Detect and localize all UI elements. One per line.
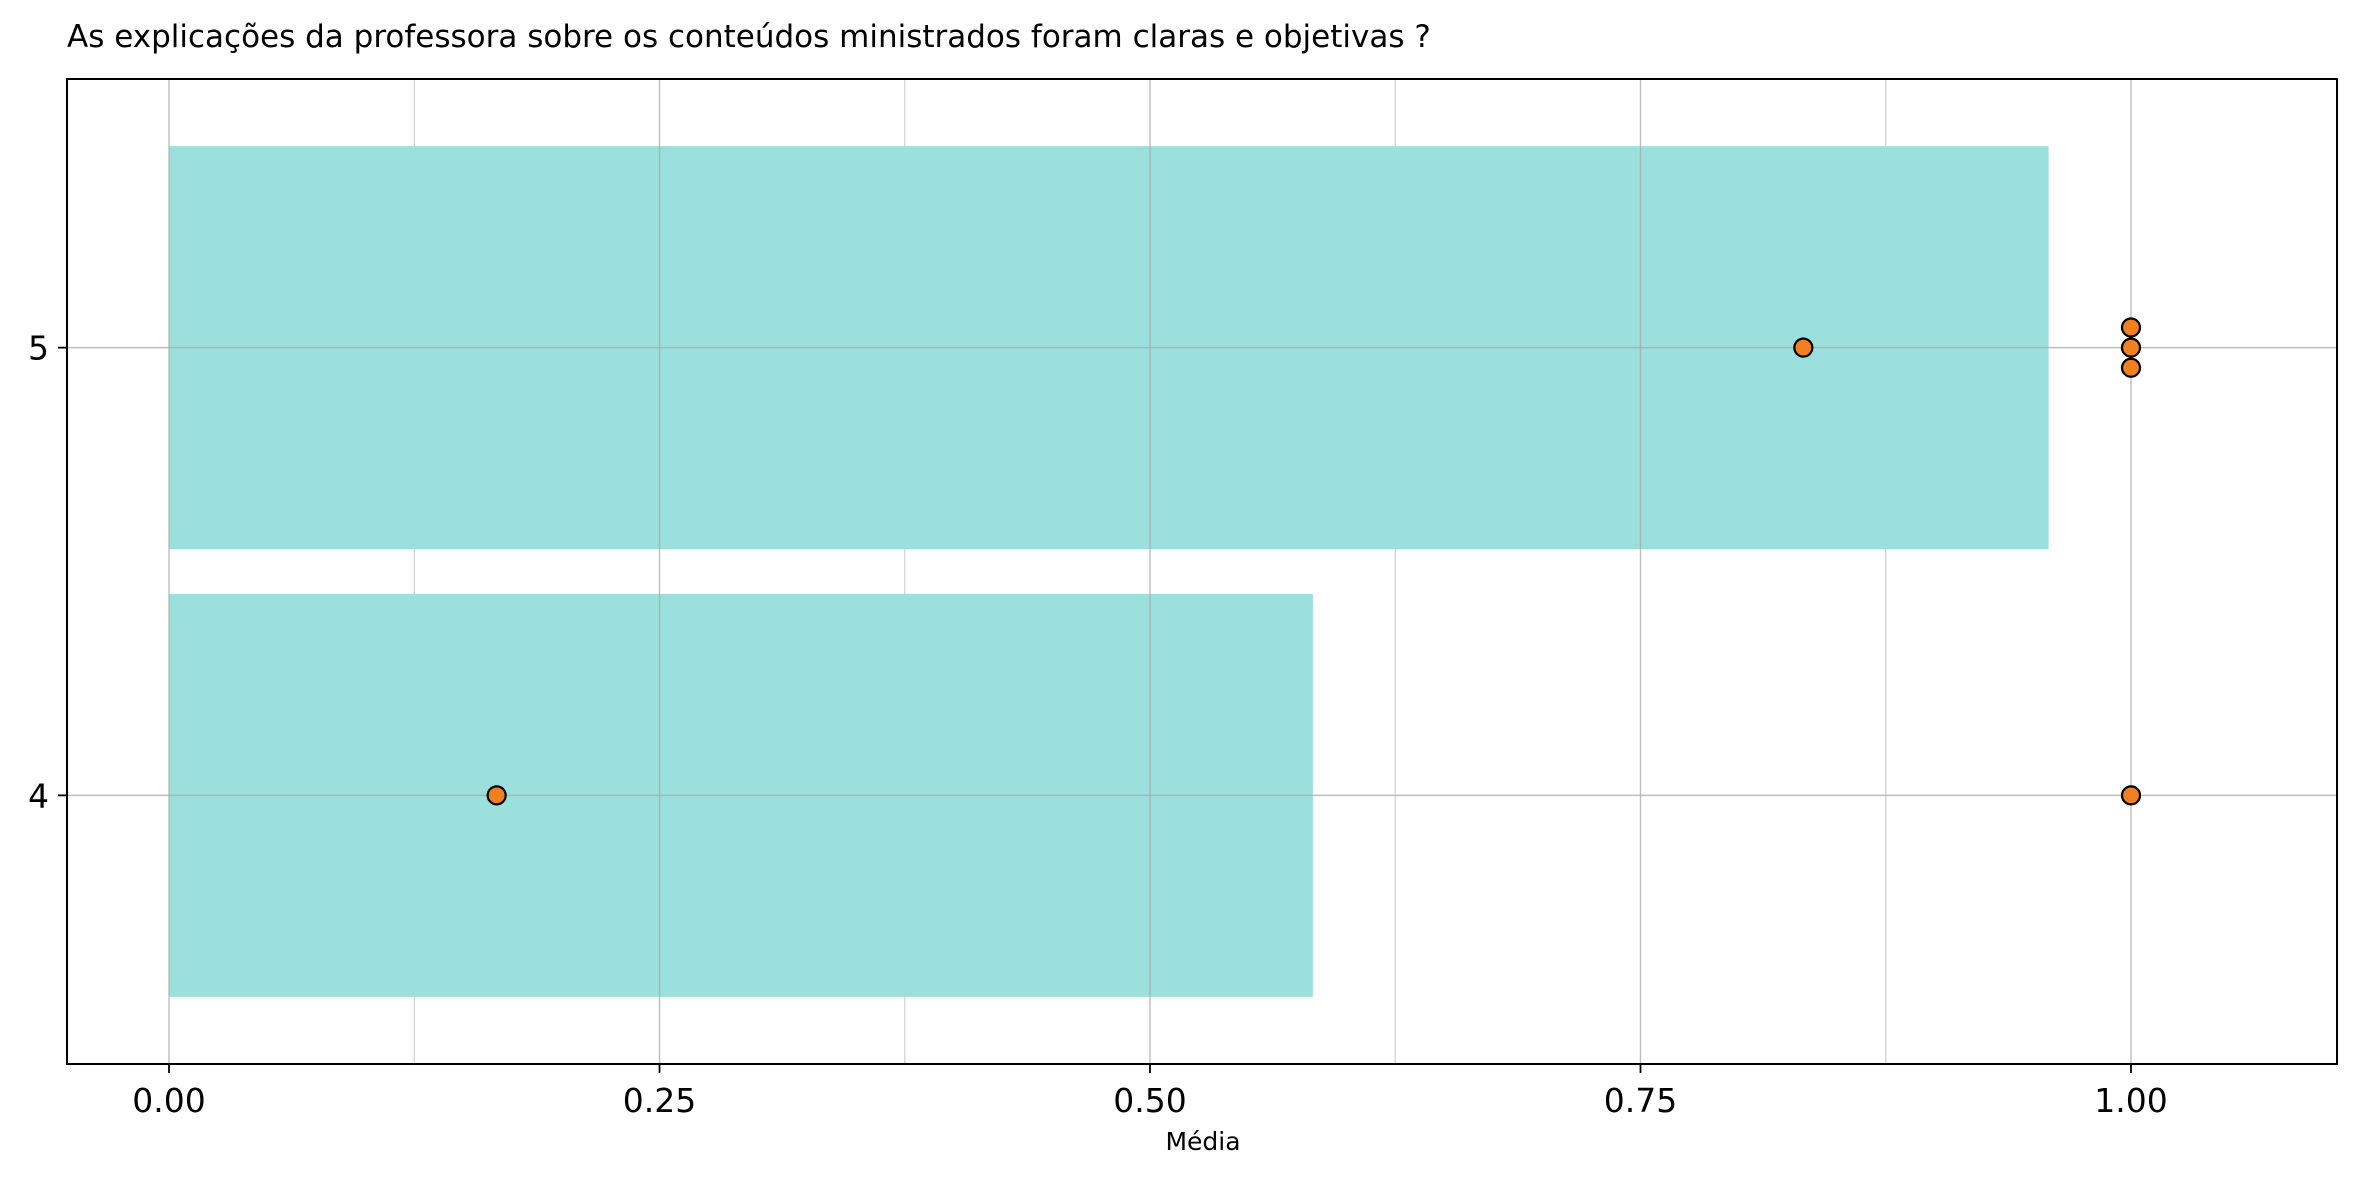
x-tick-label: 0.00 — [132, 1081, 205, 1120]
data-point — [2120, 785, 2142, 806]
data-point — [486, 785, 507, 806]
data-point — [2120, 337, 2142, 358]
chart-title: As explicações da professora sobre os co… — [67, 19, 1431, 55]
x-tick-label: 0.50 — [1113, 1081, 1186, 1120]
data-point — [2120, 317, 2142, 338]
data-point — [2120, 357, 2142, 378]
x-tick-label: 1.00 — [2094, 1081, 2167, 1120]
x-tick-label: 0.25 — [623, 1081, 696, 1120]
major-gridlines — [67, 79, 2337, 1064]
data-point — [1793, 337, 1814, 358]
y-tick-label: 5 — [28, 329, 49, 368]
y-axis-ticks: 45 — [28, 329, 67, 815]
points — [486, 317, 2142, 806]
x-axis-label: Média — [1165, 1127, 1240, 1156]
x-axis-ticks: 0.00 0.25 0.50 0.75 1.00 — [132, 1064, 2168, 1120]
plot-frame — [66, 78, 2338, 1065]
y-tick-label: 4 — [28, 776, 49, 815]
x-tick-label: 0.75 — [1604, 1081, 1677, 1120]
